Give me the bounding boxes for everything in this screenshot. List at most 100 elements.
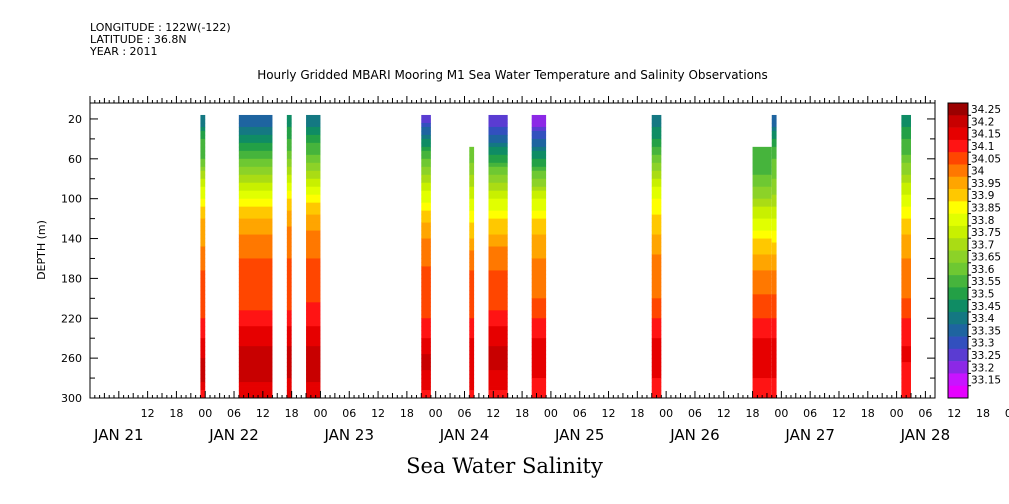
data-cell <box>306 170 321 176</box>
data-cell <box>752 254 772 259</box>
data-cell <box>306 306 321 311</box>
data-cell <box>200 358 206 363</box>
data-cell <box>306 182 321 188</box>
data-cell <box>651 298 662 303</box>
data-cell <box>771 170 777 176</box>
data-cell <box>651 138 662 144</box>
data-cell <box>752 342 772 347</box>
colorbar-label: 33.45 <box>971 301 1001 313</box>
data-cell <box>901 206 911 212</box>
data-cell <box>651 310 662 315</box>
data-cell <box>531 370 547 375</box>
data-cells <box>200 114 911 399</box>
data-cell <box>531 242 547 247</box>
data-cell <box>200 218 206 223</box>
data-cell <box>531 350 547 355</box>
data-cell <box>531 202 547 208</box>
data-cell <box>286 150 292 156</box>
data-cell <box>651 254 662 259</box>
data-cell <box>771 214 777 220</box>
data-cell <box>752 170 772 176</box>
data-cell <box>286 130 292 136</box>
data-cell <box>901 354 911 359</box>
x-tick-label: 12 <box>947 407 961 420</box>
colorbar-label: 34.2 <box>971 116 994 128</box>
data-cell <box>306 374 321 379</box>
colorbar-swatch <box>948 164 968 178</box>
data-cell <box>651 274 662 279</box>
data-cell <box>200 390 206 395</box>
data-cell <box>901 314 911 319</box>
data-cell <box>531 330 547 335</box>
data-cell <box>238 274 273 279</box>
data-cell <box>488 278 508 283</box>
data-cell <box>421 254 431 259</box>
data-cell <box>488 298 508 303</box>
data-cell <box>200 226 206 231</box>
data-cell <box>421 194 431 200</box>
data-cell <box>286 214 292 220</box>
data-cell <box>286 394 292 399</box>
data-cell <box>771 218 777 223</box>
data-cell <box>651 150 662 156</box>
data-cell <box>771 286 777 291</box>
colorbar-label: 33.25 <box>971 350 1001 362</box>
x-day-label: JAN 22 <box>208 426 259 444</box>
data-cell <box>469 186 475 192</box>
data-cell <box>200 350 206 355</box>
data-cell <box>421 330 431 335</box>
data-cell <box>771 206 777 212</box>
data-cell <box>200 290 206 295</box>
data-cell <box>531 378 547 383</box>
data-cell <box>200 262 206 267</box>
data-cell <box>238 118 273 124</box>
data-cell <box>901 302 911 307</box>
data-cell <box>238 286 273 291</box>
data-cell <box>488 290 508 295</box>
data-cell <box>771 390 777 395</box>
latitude-label: LATITUDE : 36.8N <box>90 33 187 46</box>
data-cell <box>421 246 431 251</box>
data-cell <box>286 178 292 184</box>
data-cell <box>531 238 547 243</box>
data-cell <box>421 234 431 239</box>
data-cell <box>238 266 273 271</box>
data-cell <box>421 290 431 295</box>
data-cell <box>469 166 475 172</box>
data-cell <box>200 334 206 339</box>
data-cell <box>286 270 292 275</box>
data-cell <box>421 294 431 299</box>
data-cell <box>238 146 273 152</box>
data-cell <box>238 242 273 247</box>
data-cell <box>488 198 508 204</box>
data-cell <box>531 230 547 235</box>
data-cell <box>531 302 547 307</box>
data-cell <box>531 166 547 172</box>
data-cell <box>752 162 772 168</box>
data-cell <box>238 354 273 359</box>
data-cell <box>651 306 662 311</box>
data-cell <box>286 146 292 152</box>
colorbar-label: 33.2 <box>971 362 994 374</box>
data-cell <box>306 130 321 136</box>
colorbar-swatch <box>948 361 968 374</box>
data-cell <box>901 262 911 267</box>
data-cell <box>651 282 662 287</box>
data-cell <box>901 178 911 184</box>
data-cell <box>488 366 508 371</box>
data-cell <box>488 230 508 235</box>
data-cell <box>238 174 273 180</box>
data-cell <box>488 358 508 363</box>
data-cell <box>286 202 292 208</box>
data-cell <box>238 134 273 140</box>
data-cell <box>200 198 206 204</box>
colorbar-label: 33.5 <box>971 289 994 301</box>
data-cell <box>306 310 321 315</box>
data-cell <box>469 366 475 371</box>
data-cell <box>488 186 508 192</box>
data-cell <box>752 206 772 212</box>
data-cell <box>531 178 547 184</box>
data-cell <box>286 374 292 379</box>
x-tick-label: 18 <box>746 407 760 420</box>
data-cell <box>306 178 321 184</box>
